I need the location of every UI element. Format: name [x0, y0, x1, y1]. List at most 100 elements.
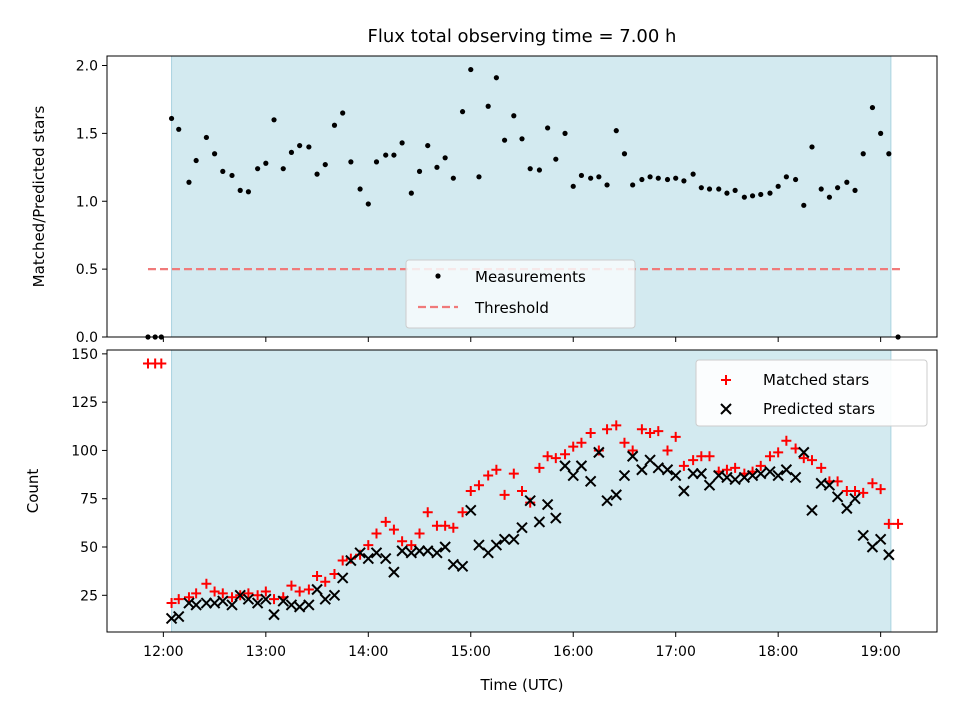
predicted-point — [755, 467, 767, 480]
matched-point — [773, 447, 784, 458]
data-point — [485, 103, 491, 109]
y-tick-label: 1.5 — [76, 126, 98, 142]
predicted-point — [652, 462, 664, 474]
data-point — [878, 130, 884, 136]
data-point — [391, 152, 397, 158]
matched-point — [483, 470, 494, 481]
predicted-point — [746, 469, 759, 482]
predicted-point — [396, 545, 408, 557]
matched-point — [883, 518, 894, 529]
predicted-point — [721, 471, 733, 484]
matched-point — [550, 453, 561, 464]
data-point — [331, 122, 338, 128]
matched-point — [670, 431, 681, 442]
matched-point — [312, 570, 323, 581]
matched-point — [755, 460, 766, 471]
predicted-point — [422, 545, 434, 557]
data-point — [570, 183, 576, 189]
predicted-point — [200, 597, 213, 609]
matched-point — [585, 428, 596, 439]
predicted-point — [661, 464, 674, 476]
data-point — [860, 151, 866, 157]
predicted-point — [857, 529, 869, 542]
matched-point — [653, 426, 664, 437]
y-tick-label: 75 — [80, 492, 98, 508]
data-point — [818, 186, 824, 192]
data-point — [168, 115, 175, 122]
matched-point — [645, 428, 656, 439]
predicted-point — [669, 469, 682, 482]
axes-frame — [106, 349, 938, 633]
matched-point — [422, 507, 433, 518]
data-point — [434, 164, 440, 170]
axes-frame — [106, 55, 938, 338]
predicted-point — [354, 547, 366, 559]
predicted-point — [456, 560, 469, 573]
matched-point — [721, 464, 732, 475]
data-point — [220, 168, 226, 174]
matched-point — [371, 528, 382, 539]
predicted-point — [336, 572, 349, 584]
data-point — [741, 194, 747, 200]
data-point — [655, 175, 661, 181]
y-tick-label: 25 — [80, 588, 98, 604]
predicted-point — [601, 494, 613, 507]
data-point — [545, 125, 551, 131]
data-point — [501, 137, 508, 143]
data-point — [758, 191, 764, 198]
data-point — [322, 161, 328, 168]
predicted-point — [772, 469, 784, 482]
matched-point — [508, 468, 519, 479]
predicted-point — [738, 471, 751, 484]
data-point — [792, 176, 799, 183]
matched-point — [491, 464, 502, 475]
matched-point — [619, 437, 630, 448]
predicted-point — [173, 610, 185, 623]
x-tick-label: 17:00 — [656, 644, 696, 660]
predicted-point — [883, 549, 895, 561]
data-point — [399, 140, 405, 146]
data-point — [425, 142, 431, 149]
matched-point — [465, 486, 476, 496]
predicted-point — [559, 460, 571, 472]
predicted-point — [165, 612, 178, 625]
data-point — [314, 171, 320, 177]
data-point — [536, 167, 543, 173]
data-point — [553, 156, 559, 162]
matched-point — [534, 462, 545, 473]
data-point — [681, 178, 687, 184]
matched-point — [414, 528, 425, 539]
data-point — [193, 157, 199, 164]
data-point — [801, 202, 807, 208]
data-point — [306, 144, 312, 150]
y-tick-label: 100 — [71, 443, 98, 459]
matched-point — [893, 518, 904, 529]
predicted-point — [260, 593, 272, 605]
data-point — [493, 75, 499, 81]
matched-point — [816, 462, 827, 473]
matched-point — [576, 437, 587, 448]
y-axis-label: Matched/Predicted stars — [30, 106, 48, 288]
data-point — [176, 126, 182, 132]
predicted-point — [593, 446, 605, 459]
legend-marker-matched — [721, 375, 731, 385]
predicted-point — [575, 460, 588, 472]
data-point — [383, 152, 389, 158]
matched-point — [363, 540, 374, 551]
data-point — [245, 189, 252, 195]
matched-point — [183, 592, 194, 603]
data-point — [604, 182, 610, 188]
x-tick-label: 18:00 — [758, 644, 798, 660]
matched-point — [867, 478, 878, 489]
data-point — [724, 190, 730, 196]
matched-point — [781, 435, 792, 446]
data-point — [203, 134, 209, 141]
predicted-point — [636, 464, 648, 476]
matched-point — [286, 580, 297, 591]
predicted-point — [678, 485, 690, 497]
predicted-point — [815, 477, 827, 489]
data-point — [783, 174, 789, 180]
data-point — [775, 183, 781, 189]
data-point — [852, 187, 858, 193]
data-point — [621, 151, 628, 157]
